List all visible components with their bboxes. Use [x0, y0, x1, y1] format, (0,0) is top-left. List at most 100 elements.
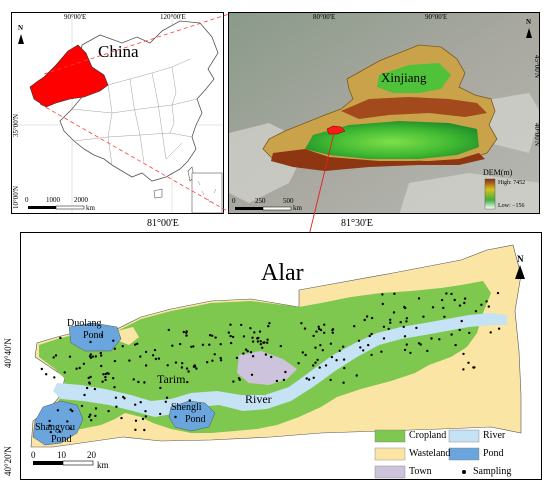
sampling-point [174, 361, 178, 364]
sampling-point [134, 419, 138, 422]
lon-label-90: 90°00'E [425, 13, 448, 21]
china-panel: China 90°00'E 120°00'E 35°00'N 10°00'N N… [11, 12, 224, 214]
sampling-point [219, 343, 222, 346]
sampling-point [330, 355, 334, 359]
sampling-point [144, 415, 147, 418]
sampling-point [52, 356, 55, 359]
sampling-point [342, 381, 345, 384]
sampling-point [211, 334, 214, 337]
lat-label-40: 40°00'N [533, 123, 540, 147]
sampling-point [102, 373, 105, 376]
sampling-point [58, 430, 61, 433]
legend-sampling-label: Sampling [473, 466, 512, 477]
sampling-point [180, 366, 184, 369]
sampling-point [122, 395, 125, 399]
sampling-point [232, 380, 235, 383]
sampling-point [370, 316, 374, 320]
sampling-point [56, 409, 60, 412]
scale-unit: km [97, 460, 109, 470]
sampling-point [422, 315, 425, 318]
sampling-point [259, 343, 262, 346]
dem-legend-title: DEM(m) [483, 168, 513, 177]
place-duolang: Duolang [67, 318, 102, 329]
sampling-point [338, 349, 341, 352]
sampling-point [460, 319, 463, 323]
sampling-point [331, 329, 334, 332]
sampling-point [120, 416, 123, 420]
sampling-point [473, 366, 476, 369]
sampling-point [185, 367, 189, 370]
sampling-point [219, 359, 223, 362]
sampling-point [206, 361, 209, 364]
sampling-point [48, 424, 51, 427]
sampling-point [69, 427, 72, 430]
place-river: River [245, 392, 272, 406]
sampling-point [59, 336, 62, 340]
sampling-point [139, 355, 142, 358]
sampling-point [87, 376, 90, 380]
sampling-point [144, 410, 147, 413]
lat-label-1: 35°00'N [12, 113, 20, 137]
sampling-point [89, 375, 92, 379]
sampling-point [393, 292, 396, 295]
north-arrow-icon [526, 28, 532, 38]
scale-label-20: 20 [87, 450, 96, 460]
sampling-point [246, 350, 249, 353]
sampling-point [251, 336, 254, 339]
sampling-point [208, 343, 211, 346]
sampling-point [94, 355, 98, 358]
sampling-point [262, 341, 265, 344]
sampling-point [49, 430, 52, 434]
legend-cropland-label: Cropland [409, 430, 447, 441]
sampling-point [219, 356, 222, 360]
sampling-point [114, 396, 118, 399]
sampling-point [250, 373, 254, 376]
south-china-sea-inset [191, 172, 223, 213]
sampling-point [208, 334, 212, 337]
scale-label-500: 500 [283, 197, 294, 205]
sampling-point [190, 345, 193, 348]
sampling-point [474, 310, 478, 313]
sampling-point [355, 374, 358, 377]
sampling-point [454, 343, 457, 347]
tarim-river [53, 313, 507, 417]
sampling-point [314, 361, 317, 364]
sampling-point [363, 318, 366, 322]
sampling-point [99, 351, 103, 355]
sampling-point [157, 357, 161, 360]
sampling-point [316, 358, 319, 362]
sampling-point [100, 334, 104, 337]
sampling-point [256, 340, 260, 343]
lon-label-81-30: 81°30'E [341, 218, 373, 229]
north-arrow-icon [515, 265, 525, 279]
sampling-point [80, 404, 84, 408]
xinjiang-title: Xinjiang [381, 70, 427, 85]
sampling-point [229, 334, 232, 338]
lon-label-80: 80°00'E [313, 13, 336, 21]
sampling-point [323, 323, 326, 326]
sampling-point [136, 342, 139, 345]
alar-map [30, 244, 522, 479]
sampling-point [442, 306, 445, 310]
sampling-point [382, 325, 386, 328]
lon-label-1: 90°00'E [64, 13, 87, 21]
lat-label-45: 45°00'N [533, 55, 540, 79]
sampling-point [453, 298, 456, 302]
sampling-point [90, 419, 93, 422]
sampling-point [128, 359, 131, 362]
sampling-point [83, 393, 86, 397]
place-shengli: Shengli [171, 402, 202, 413]
sampling-point [256, 337, 259, 340]
sampling-point [237, 377, 241, 380]
hainan-island [153, 188, 163, 199]
china-outline [59, 20, 219, 182]
sampling-point [458, 328, 461, 332]
scale-label-1000: 1000 [46, 196, 60, 204]
sampling-point [141, 417, 145, 421]
sampling-point [229, 341, 233, 345]
sampling-point [392, 311, 396, 314]
sampling-point [419, 343, 422, 346]
sampling-point [485, 300, 488, 303]
sampling-point [45, 373, 48, 376]
wasteland-patch-south [311, 383, 421, 431]
